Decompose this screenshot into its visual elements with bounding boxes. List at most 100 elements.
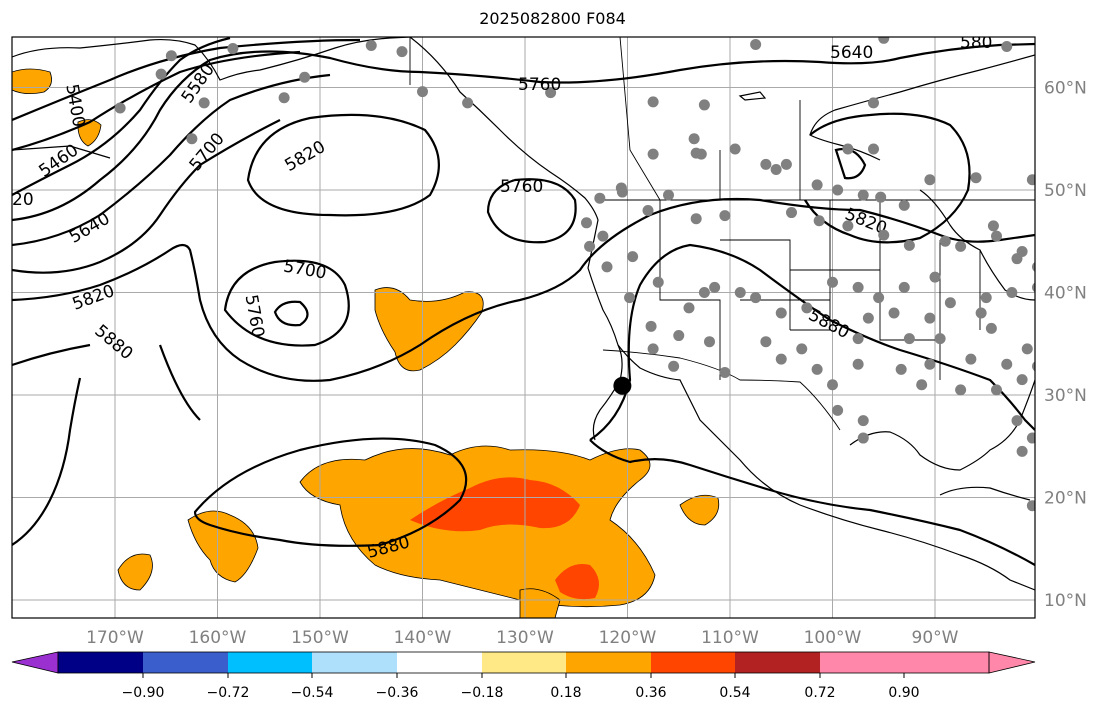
station-dot xyxy=(545,87,557,99)
station-dot xyxy=(396,46,408,58)
station-dot xyxy=(852,281,864,293)
station-dot xyxy=(165,50,177,62)
station-dot xyxy=(227,43,239,55)
station-dot xyxy=(1026,432,1035,444)
contour-label: 5760 xyxy=(518,75,561,95)
colorbar-tick-label: −0.72 xyxy=(207,685,250,701)
station-dot xyxy=(709,281,721,293)
station-dot xyxy=(652,276,664,288)
station-dot xyxy=(955,240,967,252)
station-dot xyxy=(278,92,290,104)
colorbar-segment xyxy=(482,652,566,673)
station-dot xyxy=(462,97,474,109)
station-dot xyxy=(898,281,910,293)
station-dot xyxy=(647,343,659,355)
colorbar-extend-high xyxy=(988,651,1036,674)
station-dot xyxy=(944,297,956,309)
station-dot xyxy=(796,343,808,355)
lon-tick-label: 160°W xyxy=(189,628,247,648)
station-dot xyxy=(987,220,999,232)
station-dot xyxy=(873,292,885,304)
station-dot xyxy=(627,251,639,263)
colorbar: −0.90 −0.72 −0.54 −0.36 −0.18 0.18 0.36 0.54 0.7… xyxy=(11,651,1036,701)
station-dot xyxy=(898,199,910,211)
station-dot xyxy=(842,220,854,232)
station-dot xyxy=(813,215,825,227)
station-dot xyxy=(852,358,864,370)
station-dot xyxy=(760,336,772,348)
station-dot xyxy=(1001,41,1013,52)
highlight-point xyxy=(613,376,632,395)
station-dot xyxy=(980,292,992,304)
station-dot xyxy=(934,333,946,345)
lon-tick-label: 130°W xyxy=(496,628,554,648)
station-dot xyxy=(975,307,987,319)
lon-tick-label: 150°W xyxy=(291,628,349,648)
colorbar-extend-low xyxy=(11,651,59,674)
station-dot xyxy=(417,86,428,98)
colorbar-tick-label: −0.54 xyxy=(291,685,334,701)
lon-tick-label: 120°W xyxy=(599,628,657,648)
station-dot xyxy=(688,133,700,145)
station-dot xyxy=(888,307,900,319)
colorbar-segment xyxy=(566,652,651,673)
station-dot xyxy=(683,302,695,314)
station-dot xyxy=(770,164,782,175)
station-dot xyxy=(1011,415,1023,427)
station-dot xyxy=(924,174,936,186)
station-dot xyxy=(955,384,967,396)
lon-tick-label: 90°W xyxy=(912,628,959,648)
station-dot xyxy=(811,179,823,191)
station-dot xyxy=(939,235,951,247)
station-dot xyxy=(1016,445,1028,457)
station-dot xyxy=(642,205,654,216)
station-dot xyxy=(1032,282,1035,293)
station-dot xyxy=(704,336,715,348)
station-dot xyxy=(668,360,680,372)
station-dot xyxy=(827,379,838,391)
station-dot xyxy=(729,143,741,155)
station-dot xyxy=(875,191,887,203)
station-dot xyxy=(1006,287,1018,298)
station-dot xyxy=(114,102,126,114)
lon-tick-label: 140°W xyxy=(394,628,452,648)
station-dot xyxy=(991,384,1002,396)
station-dot xyxy=(299,71,311,83)
station-dot xyxy=(624,292,636,304)
station-dot xyxy=(857,189,869,201)
station-dot xyxy=(1032,361,1035,372)
lat-tick-label: 30°N xyxy=(1044,386,1087,406)
station-dot xyxy=(780,158,792,170)
station-dot xyxy=(673,330,685,342)
height-contours xyxy=(12,37,1035,566)
station-dot xyxy=(647,96,659,108)
station-dot xyxy=(929,271,941,283)
coastlines xyxy=(12,37,1035,591)
colorbar-tick-label: −0.18 xyxy=(461,685,504,701)
station-dot xyxy=(903,333,915,345)
station-dot xyxy=(647,148,659,160)
station-dot xyxy=(690,147,702,159)
station-dot xyxy=(1016,246,1028,257)
station-dot xyxy=(775,353,787,365)
station-dot xyxy=(581,217,592,229)
station-dot xyxy=(365,39,377,51)
colorbar-tick-label: 0.54 xyxy=(719,685,750,701)
contour-label: 580 xyxy=(960,33,992,53)
station-dot xyxy=(597,230,609,242)
station-dot xyxy=(186,133,198,145)
station-dot xyxy=(991,230,1002,242)
station-dot xyxy=(601,261,613,273)
station-dot xyxy=(842,143,854,155)
lat-tick-label: 20°N xyxy=(1044,489,1087,509)
colorbar-segment xyxy=(312,652,397,673)
colorbar-tick-label: 0.72 xyxy=(804,685,835,701)
station-dot xyxy=(719,210,731,222)
station-dot xyxy=(832,184,844,196)
station-dot xyxy=(786,207,797,219)
station-dot xyxy=(868,143,879,155)
station-dot xyxy=(903,239,915,251)
station-dot xyxy=(1021,343,1033,355)
station-dot xyxy=(615,182,627,194)
station-dot xyxy=(970,172,982,184)
